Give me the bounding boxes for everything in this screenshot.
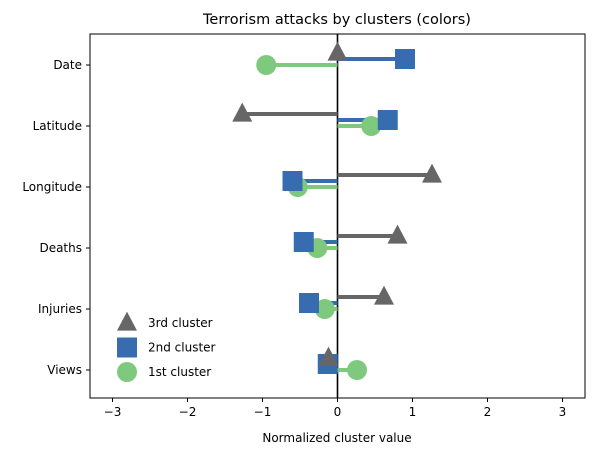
data-point-marker <box>422 163 442 183</box>
x-axis-label: Normalized cluster value <box>262 431 411 445</box>
legend-marker <box>117 311 137 331</box>
data-point-marker <box>361 116 382 136</box>
x-tick-label: 0 <box>334 405 342 419</box>
legend: 3rd cluster 2nd cluster 1st cluster <box>117 311 216 382</box>
data-point-marker <box>293 232 314 252</box>
y-tick-label: Date <box>53 58 82 72</box>
legend-label: 2nd cluster <box>148 341 216 355</box>
data-point-marker <box>282 171 303 191</box>
legend-marker <box>117 362 137 382</box>
legend-marker <box>117 337 137 358</box>
chart-title: Terrorism attacks by clusters (colors) <box>202 12 471 28</box>
legend-label: 1st cluster <box>148 365 211 379</box>
y-tick-label: Latitude <box>33 119 82 133</box>
y-tick-label: Views <box>47 363 82 377</box>
x-tick-label: −2 <box>179 405 197 419</box>
x-tick-label: 3 <box>559 405 567 419</box>
x-tick-label: 1 <box>409 405 417 419</box>
data-point-marker <box>318 346 339 366</box>
data-point-marker <box>374 285 394 305</box>
data-point-marker <box>314 299 335 319</box>
x-tick-label: −3 <box>104 405 122 419</box>
data-point-marker <box>347 360 367 380</box>
y-tick-label: Injuries <box>38 302 82 316</box>
data-point-marker <box>377 110 398 130</box>
y-tick-label: Deaths <box>39 241 82 255</box>
data-point-marker <box>395 49 415 69</box>
x-tick-label: −1 <box>254 405 272 419</box>
plot-area: Date Latitude Longitude Deaths Injuries Views… <box>22 33 586 419</box>
data-point-marker <box>232 102 253 122</box>
data-point-marker <box>256 55 277 75</box>
y-tick-label: Longitude <box>22 180 82 194</box>
x-tick-label: 2 <box>484 405 492 419</box>
data-point-marker <box>299 293 319 313</box>
data-point-marker <box>387 224 408 244</box>
legend-label: 3rd cluster <box>148 316 213 330</box>
data-point-marker <box>327 41 348 61</box>
